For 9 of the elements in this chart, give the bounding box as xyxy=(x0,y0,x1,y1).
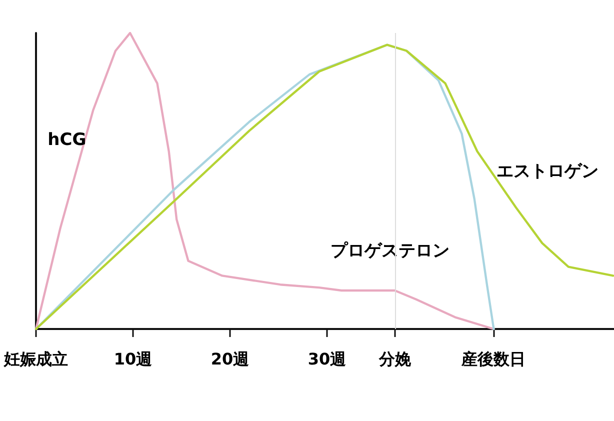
x-tick-label: 産後数日 xyxy=(460,350,526,368)
x-tick-label: 20週 xyxy=(210,350,250,368)
x-tick-label: 分娩 xyxy=(378,350,412,368)
series-label: エストロゲン xyxy=(496,161,598,182)
x-tick-label: 30週 xyxy=(308,350,348,368)
series-label: hCG xyxy=(48,130,86,150)
x-tick-label: 妊娠成立 xyxy=(3,350,68,368)
series-label: プロゲステロン xyxy=(330,240,450,261)
x-tick-label: 10週 xyxy=(114,350,154,368)
